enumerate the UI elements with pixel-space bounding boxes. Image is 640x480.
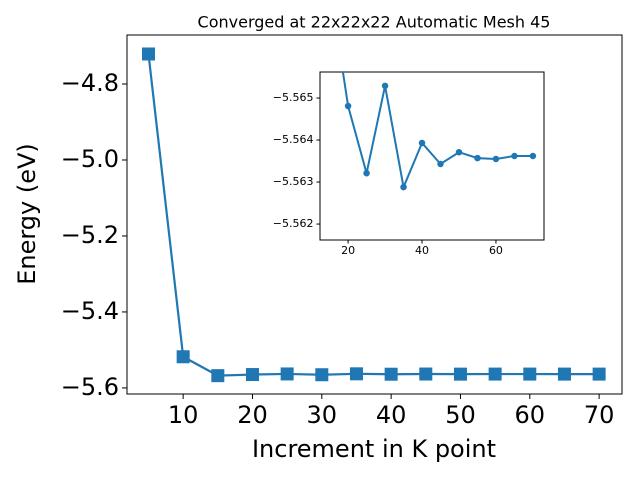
y-tick-label: −5.562 <box>273 217 314 230</box>
x-tick-label: 20 <box>341 244 355 257</box>
y-tick-label: −5.565 <box>273 91 314 104</box>
marker <box>211 369 225 383</box>
plot-area <box>341 72 537 191</box>
marker <box>419 367 433 381</box>
marker <box>592 367 606 381</box>
plot-frame <box>126 34 623 395</box>
marker <box>141 47 155 61</box>
x-tick-label: 70 <box>584 401 615 429</box>
y-axis-label: Energy (eV) <box>13 143 41 285</box>
marker <box>557 367 571 381</box>
marker <box>418 139 426 147</box>
y-tick-label: −5.0 <box>61 145 119 173</box>
x-tick-label: 20 <box>237 401 268 429</box>
marker <box>384 367 398 381</box>
x-axis-label: Increment in K point <box>252 435 496 463</box>
x-tick-label: 60 <box>515 401 546 429</box>
x-tick-label: 40 <box>376 401 407 429</box>
y-tick-label: −4.8 <box>61 69 119 97</box>
marker <box>455 148 463 156</box>
marker <box>315 368 329 382</box>
y-tick-label: −5.6 <box>61 373 119 401</box>
marker <box>453 367 467 381</box>
marker <box>492 155 500 163</box>
marker <box>381 82 389 90</box>
y-tick-label: −5.2 <box>61 221 119 249</box>
marker <box>245 368 259 382</box>
marker <box>437 160 444 168</box>
series-line <box>147 53 600 377</box>
marker <box>474 154 481 162</box>
x-tick-label: 40 <box>415 244 429 257</box>
x-tick-label: 30 <box>307 401 338 429</box>
y-tick-label: −5.564 <box>273 133 314 146</box>
marker <box>280 367 294 381</box>
x-tick-label: 10 <box>168 401 199 429</box>
marker <box>176 350 190 364</box>
y-tick-label: −5.563 <box>273 175 314 188</box>
chart-title: Converged at 22x22x22 Automatic Mesh 45 <box>198 13 551 32</box>
plot-area <box>141 47 606 383</box>
x-tick-label: 50 <box>445 401 476 429</box>
marker <box>400 183 407 191</box>
marker <box>349 367 363 381</box>
y-tick-label: −5.4 <box>61 297 119 325</box>
x-tick-label: 60 <box>489 244 503 257</box>
marker <box>363 169 370 177</box>
marker <box>488 367 502 381</box>
marker <box>529 152 537 160</box>
marker <box>511 152 518 160</box>
marker <box>344 102 352 110</box>
plot-frame <box>319 71 545 241</box>
marker <box>523 367 537 381</box>
